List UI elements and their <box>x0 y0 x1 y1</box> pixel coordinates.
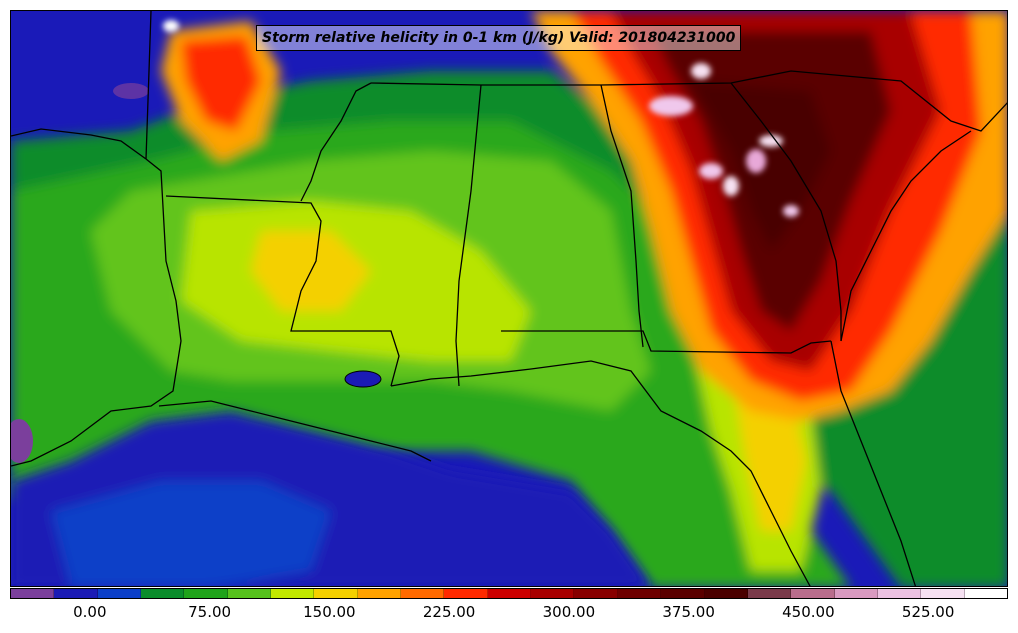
colorbar-tick-label: 75.00 <box>188 603 232 621</box>
colorbar-segment <box>747 589 792 598</box>
colorbar-tick-label: 0.00 <box>73 603 107 621</box>
colorbar-segment <box>921 589 965 598</box>
colorbar-segment <box>357 589 402 598</box>
gulf-low-values <box>11 411 650 586</box>
helicity-maxima <box>163 20 799 217</box>
negative-patches <box>11 83 149 463</box>
colorbar-segment <box>487 589 532 598</box>
colorbar-segment <box>271 589 315 598</box>
colorbar-segment <box>11 589 55 598</box>
colorbar-segment <box>444 589 488 598</box>
colorbar-segment <box>964 589 1007 598</box>
colorbar-segment <box>97 589 142 598</box>
colorbar-tick-label: 300.00 <box>542 603 596 621</box>
colorbar-segment <box>141 589 185 598</box>
colorbar-segment <box>834 589 878 598</box>
map-panel: Storm relative helicity in 0-1 km (J/kg)… <box>10 10 1008 587</box>
boundary-lines <box>11 11 1007 586</box>
helicity-map <box>11 11 1007 586</box>
colorbar-segment <box>54 589 98 598</box>
colorbar-tick-label: 525.00 <box>901 603 955 621</box>
colorbar-tick-label: 450.00 <box>782 603 835 621</box>
colorbar-segment <box>314 589 358 598</box>
colorbar <box>10 588 1008 599</box>
colorbar-segment <box>227 589 272 598</box>
colorbar-segment <box>704 589 748 598</box>
colorbar-segment <box>401 589 445 598</box>
colorbar-segment <box>661 589 705 598</box>
colorbar-tick-label: 150.00 <box>303 603 356 621</box>
colorbar-tick-label: 225.00 <box>422 603 476 621</box>
colorbar-tick-label: 375.00 <box>662 603 715 621</box>
colorbar-segment <box>574 589 618 598</box>
colorbar-segment <box>877 589 922 598</box>
map-title: Storm relative helicity in 0-1 km (J/kg)… <box>256 25 742 51</box>
lake-pontchartrain <box>344 370 382 388</box>
colorbar-segment <box>531 589 575 598</box>
colorbar-segment <box>184 589 228 598</box>
colorbar-segment <box>791 589 835 598</box>
colorbar-segment <box>617 589 662 598</box>
